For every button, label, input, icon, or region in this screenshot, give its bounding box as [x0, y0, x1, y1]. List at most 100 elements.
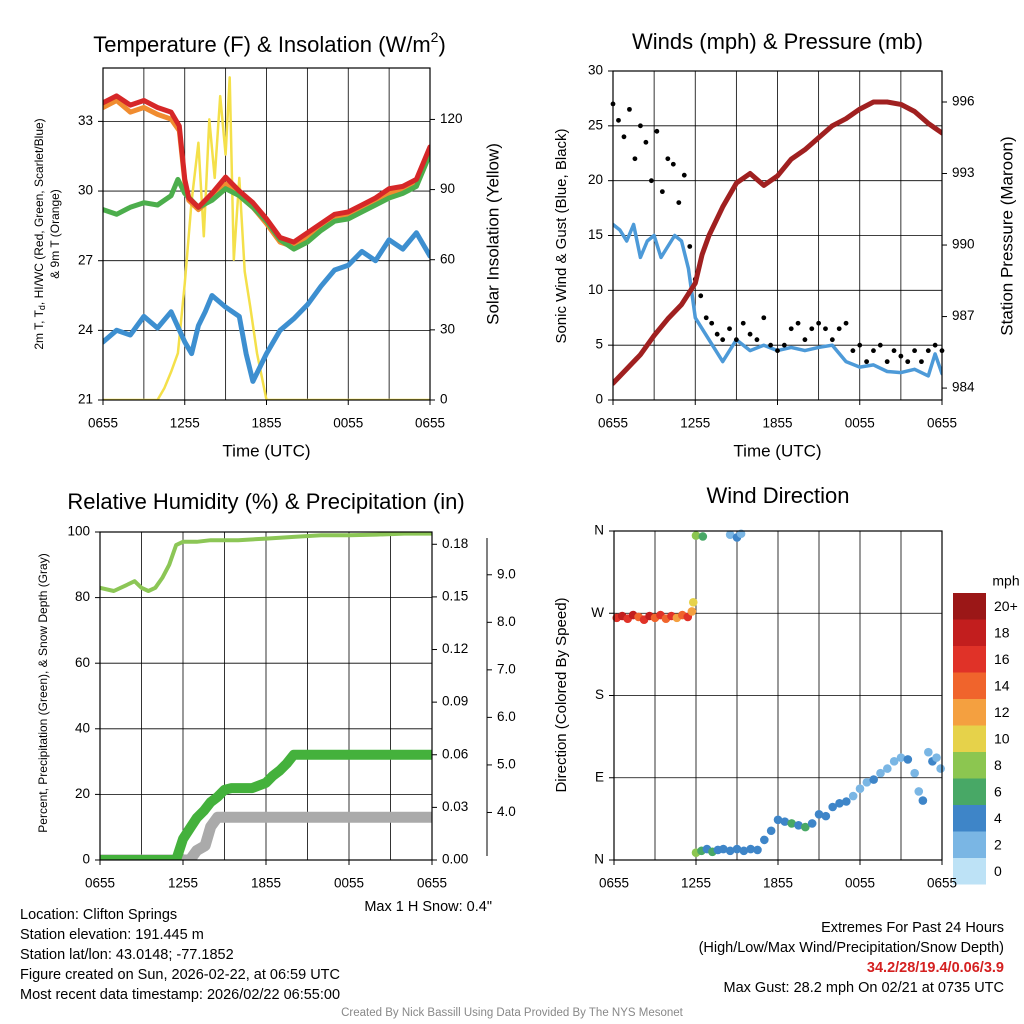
rh-precip-ytick-right-label: 0.15	[442, 588, 468, 603]
wind-gust-point	[761, 315, 767, 321]
wind-gust-point	[768, 342, 774, 348]
dir-point	[698, 532, 708, 541]
wind-y-axis-label: Sonic Wind & Gust (Blue, Black)	[553, 128, 570, 343]
max-gust: Max Gust: 28.2 mph On 02/21 at 0735 UTC	[723, 980, 1004, 996]
rh-y-axis-label: Percent, Precipitation (Green), & Snow D…	[36, 553, 50, 832]
temp-xtick-label: 1255	[170, 416, 200, 431]
wind-ytick-label: 0	[595, 392, 603, 407]
credit-line: Created By Nick Bassill Using Data Provi…	[341, 1007, 683, 1019]
wind-ytick-label: 5	[595, 337, 603, 352]
rh-plot-frame	[99, 531, 433, 861]
wind-gust-point	[632, 156, 638, 162]
temp-ytick-right-label: 60	[440, 251, 455, 266]
rh-ytick-label: 0	[82, 852, 90, 867]
wind-gust-point	[877, 342, 883, 348]
wind-gust-point	[919, 359, 924, 365]
dir-ytick-label: S	[595, 687, 604, 702]
extremes-title: Extremes For Past 24 Hours	[821, 920, 1004, 936]
wind-gust-point	[621, 134, 627, 140]
rh-chart-title: Relative Humidity (%) & Precipitation (i…	[67, 489, 464, 514]
dir-point	[814, 810, 824, 819]
wind-gust-point	[884, 359, 890, 365]
rh-snow-tick-label: 8.0	[497, 614, 516, 629]
dir-point	[869, 775, 878, 784]
legend-title: mph	[992, 573, 1019, 589]
dir-point	[896, 753, 906, 762]
wind-gust-point	[676, 200, 682, 206]
wind-ytick-right-label: 993	[952, 165, 975, 180]
wind-gust-point	[829, 337, 835, 343]
wind-ytick-right-label: 990	[952, 237, 975, 252]
wind-gust-point	[816, 320, 822, 326]
dir-point	[883, 764, 892, 773]
wind-xtick-label: 0655	[927, 416, 957, 431]
wind-gust-point	[857, 342, 863, 348]
wind-gust-point	[659, 189, 665, 195]
dir-point	[821, 811, 831, 821]
wind-ytick-label: 30	[588, 63, 603, 78]
dir-xtick-label: 0655	[927, 876, 957, 891]
wind-ytick-label: 25	[588, 117, 603, 132]
temp-x-axis-label: Time (UTC)	[222, 441, 310, 460]
temp-xtick-label: 0055	[333, 416, 363, 431]
temp-ytick-right-label: 90	[440, 181, 455, 196]
dir-point	[914, 787, 924, 796]
rh-ytick-label: 100	[67, 524, 90, 539]
station-latlon: Station lat/lon: 43.0148; -77.1852	[20, 947, 234, 963]
dir-point	[807, 819, 817, 828]
legend-swatch	[953, 672, 986, 699]
rh-precip-ytick-right-label: 0.06	[442, 746, 468, 761]
rh-snow-tick-label: 6.0	[497, 709, 516, 724]
wind-ytick-right-label: 987	[952, 308, 975, 323]
dir-point	[842, 797, 851, 806]
temp-ytick-label: 27	[78, 252, 93, 267]
dir-point	[753, 845, 762, 855]
legend-swatch	[953, 805, 986, 832]
legend-swatch	[953, 778, 986, 805]
rh-xtick-label: 1855	[251, 876, 281, 891]
rh-ytick-label: 20	[75, 786, 90, 801]
legend-swatch	[953, 752, 986, 779]
rh-ytick-label: 60	[75, 655, 90, 670]
legend-label: 12	[994, 704, 1010, 720]
dir-point	[773, 815, 783, 825]
wind-gust-point	[850, 348, 856, 354]
extremes-values: 34.2/28/19.4/0.06/3.9	[866, 960, 1004, 976]
wind-gust-point	[727, 326, 732, 332]
rh-ytick-label: 40	[75, 720, 90, 735]
wind-y-axis-label-right: Station Pressure (Maroon)	[997, 136, 1016, 335]
wind-gust-point	[714, 331, 720, 337]
dir-point	[918, 796, 928, 805]
wind-gust-point	[654, 128, 660, 134]
temp-series-wind-chill	[103, 230, 430, 384]
dir-point	[903, 755, 913, 764]
rh-xtick-label: 0655	[85, 876, 115, 891]
dir-point	[855, 784, 865, 794]
wind-gust-point	[703, 315, 709, 321]
wind-ytick-right-label: 996	[952, 94, 975, 109]
temp-series-solar-insolation	[103, 76, 430, 400]
wind-gust-point	[898, 353, 904, 359]
wind-gust-point	[733, 337, 739, 343]
wind-gust-point	[864, 359, 870, 365]
dir-point	[794, 820, 803, 830]
dir-point	[719, 844, 728, 854]
wind-gust-point	[925, 348, 931, 354]
temp-y-axis-label: 2m T, Td, HI/WC (Red, Green, Scarlet/Blu…	[32, 118, 47, 349]
rh-snow-tick-label: 5.0	[497, 756, 516, 771]
rh-xtick-label: 0655	[417, 876, 447, 891]
legend-swatch	[953, 619, 986, 646]
legend-swatch	[953, 831, 986, 858]
temp-ytick-label: 33	[78, 113, 93, 128]
temp-ytick-right-label: 0	[440, 392, 448, 407]
rh-snow-tick-label: 4.0	[497, 804, 516, 819]
wind-gust-point	[905, 359, 911, 365]
dir-point	[691, 531, 701, 540]
wind-gust-point	[747, 331, 753, 337]
dir-point	[725, 530, 735, 539]
wind-gust-point	[687, 244, 693, 249]
wind-gust-point	[802, 337, 808, 343]
temp-y-axis-label-right: Solar Insolation (Yellow)	[483, 143, 502, 325]
wind-gust-point	[638, 123, 643, 129]
dir-chart-title: Wind Direction	[706, 483, 849, 508]
